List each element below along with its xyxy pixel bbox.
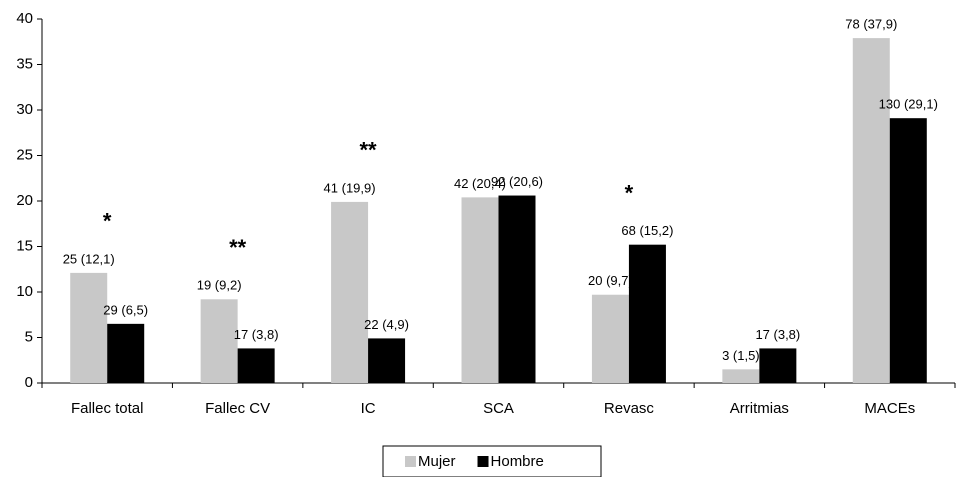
bar: [331, 201, 369, 383]
bar: [852, 38, 890, 384]
value-label: 130 (29,1): [879, 97, 938, 112]
bar: [498, 195, 536, 383]
bar: [461, 197, 499, 383]
x-tick-label: MACEs: [864, 400, 915, 417]
y-tick-label: 15: [16, 237, 33, 254]
x-tick-label: Revasc: [604, 400, 655, 417]
bar: [591, 294, 629, 383]
annotation: **: [360, 138, 378, 163]
y-tick-label: 0: [25, 374, 33, 391]
y-tick-label: 30: [16, 101, 33, 118]
value-label: 25 (12,1): [63, 251, 115, 266]
value-label: 68 (15,2): [621, 223, 673, 238]
value-label: 78 (37,9): [845, 17, 897, 32]
legend-swatch: [477, 456, 489, 467]
bar: [628, 244, 666, 383]
annotation: *: [103, 209, 112, 234]
annotation: **: [229, 235, 247, 260]
x-tick-label: SCA: [483, 400, 514, 417]
value-label: 22 (4,9): [364, 317, 409, 332]
value-label: 17 (3,8): [234, 327, 279, 342]
x-tick-label: IC: [361, 400, 376, 417]
bar: [759, 348, 797, 383]
value-label: 20 (9,7): [588, 273, 633, 288]
y-tick-label: 40: [16, 10, 33, 27]
legend-swatch: [405, 456, 416, 467]
legend-box: [382, 445, 602, 477]
bar: [722, 369, 760, 383]
value-label: 3 (1,5): [722, 348, 760, 363]
x-tick-label: Fallec total: [71, 400, 144, 417]
value-label: 42 (20,4): [454, 176, 506, 191]
y-tick-label: 25: [16, 146, 33, 163]
x-tick-label: Arritmias: [730, 400, 789, 417]
bar: [889, 118, 927, 383]
bar: [237, 348, 275, 383]
y-tick-label: 5: [25, 328, 33, 345]
y-tick-label: 20: [16, 192, 33, 209]
bar: [200, 299, 238, 383]
annotation: *: [625, 180, 634, 205]
value-label: 29 (6,5): [103, 302, 148, 317]
bar: [70, 272, 108, 383]
bar: [107, 323, 145, 383]
y-tick-label: 10: [16, 283, 33, 300]
bar: [368, 338, 406, 383]
value-label: 17 (3,8): [755, 327, 800, 342]
legend-label: Hombre: [491, 453, 544, 470]
y-tick-label: 35: [16, 55, 33, 72]
value-label: 92 (20,6): [491, 174, 543, 189]
x-tick-label: Fallec CV: [205, 400, 270, 417]
value-label: 19 (9,2): [197, 278, 242, 293]
value-label: 41 (19,9): [324, 180, 376, 195]
legend-label: Mujer: [418, 453, 456, 470]
